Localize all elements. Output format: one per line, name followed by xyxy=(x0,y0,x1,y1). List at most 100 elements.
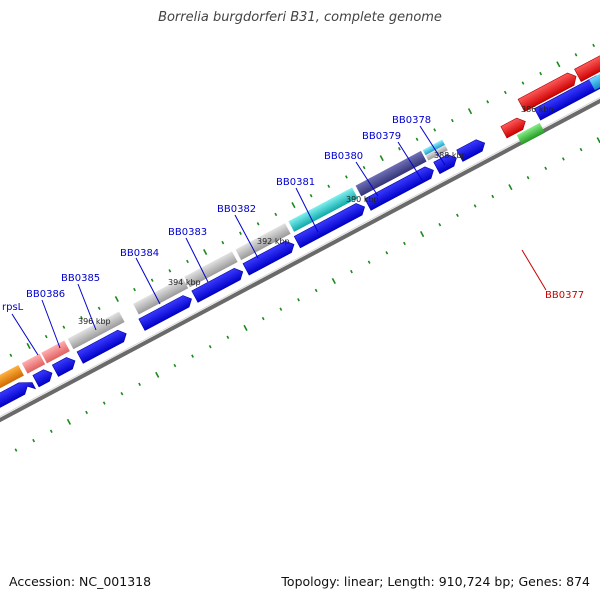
leader-line xyxy=(135,257,161,305)
scale-tick xyxy=(456,213,459,217)
scale-tick xyxy=(415,137,419,142)
accession-text: Accession: NC_001318 xyxy=(9,574,152,589)
scale-tick xyxy=(186,259,189,264)
scale-tick xyxy=(508,184,513,191)
cds-arrow[interactable] xyxy=(242,238,297,276)
scale-tick xyxy=(44,334,48,339)
gene-label-bb0379[interactable]: BB0379 xyxy=(362,131,401,142)
scale-tick xyxy=(97,306,101,311)
cds-arrow[interactable] xyxy=(51,355,78,377)
gene-label-bb0377[interactable]: BB0377 xyxy=(545,290,584,301)
scale-tick xyxy=(486,100,490,104)
gene-block-bb0380[interactable] xyxy=(355,150,427,197)
leader-line xyxy=(295,187,319,233)
gene-label-bb0380[interactable]: BB0380 xyxy=(324,151,363,162)
gene-block-rpsl[interactable] xyxy=(21,353,46,374)
gene-label-bb0382[interactable]: BB0382 xyxy=(217,204,256,215)
gene-row xyxy=(0,56,600,410)
scale-tick xyxy=(331,277,336,285)
scale-tick xyxy=(314,288,318,293)
map-title: Borrelia burgdorferi B31, complete genom… xyxy=(158,10,442,25)
scale-tick xyxy=(168,269,172,273)
cds-arrow[interactable] xyxy=(138,293,195,331)
scale-tick xyxy=(309,193,313,198)
scale-tick xyxy=(385,251,389,255)
red-features xyxy=(500,51,600,139)
scale-tick xyxy=(503,90,507,95)
scale-label: 394 kbp xyxy=(168,278,201,287)
red-feature[interactable] xyxy=(574,51,600,82)
cds-arrow[interactable] xyxy=(533,73,600,121)
cds-arrow[interactable] xyxy=(364,164,436,211)
cds-arrow[interactable] xyxy=(293,201,367,249)
scale-tick xyxy=(367,260,371,264)
gene-block-bb0381[interactable] xyxy=(288,187,358,232)
upper-scale-ticks xyxy=(9,43,596,358)
gene-label-bb0385[interactable]: BB0385 xyxy=(61,273,100,284)
scale-tick xyxy=(291,202,296,209)
leader-line xyxy=(185,237,209,283)
scale-tick xyxy=(114,295,119,302)
scale-tick xyxy=(539,71,543,76)
scale-tick xyxy=(556,61,561,68)
gene-block-bb0382[interactable] xyxy=(235,223,291,261)
cds-arrow[interactable] xyxy=(32,367,55,388)
gene-block-bb0384[interactable] xyxy=(133,277,189,315)
scale-tick xyxy=(491,194,495,199)
scale-tick xyxy=(561,157,565,161)
scale-tick xyxy=(592,43,596,48)
scale-tick xyxy=(526,176,530,180)
scale-tick xyxy=(155,371,160,378)
scale-label: 390 kbp xyxy=(346,195,379,204)
leader-line xyxy=(77,283,97,331)
gene-block-orange[interactable] xyxy=(0,364,24,410)
scale-tick xyxy=(473,204,477,208)
gene-label-bb0384[interactable]: BB0384 xyxy=(120,248,159,259)
cds-arrow[interactable] xyxy=(76,327,129,364)
gene-label-bb0381[interactable]: BB0381 xyxy=(276,177,315,188)
gene-block-bb0377[interactable] xyxy=(516,122,545,145)
scale-tick xyxy=(544,166,548,171)
scale-tick xyxy=(80,316,83,320)
scale-label: 396 kbp xyxy=(78,317,111,326)
scale-tick xyxy=(521,81,525,85)
scale-tick xyxy=(261,316,265,321)
red-feature[interactable] xyxy=(517,70,579,113)
cds-arrow[interactable] xyxy=(433,152,460,175)
scale-tick xyxy=(14,448,18,452)
scale-tick xyxy=(420,231,425,238)
genome-summary-text: Topology: linear; Length: 910,724 bp; Ge… xyxy=(281,574,590,589)
scale-tick xyxy=(62,325,66,329)
scale-tick xyxy=(450,118,454,123)
scale-tick xyxy=(256,222,260,226)
gene-label-bb0386[interactable]: BB0386 xyxy=(26,289,65,300)
cds-arrow[interactable] xyxy=(0,377,37,425)
scale-tick xyxy=(102,401,106,405)
scale-tick xyxy=(397,147,401,151)
leader-line xyxy=(419,125,446,166)
scale-tick xyxy=(138,382,141,386)
scale-tick xyxy=(239,231,242,235)
feature-track xyxy=(0,43,600,452)
gene-label-rpsl[interactable]: rpsL xyxy=(2,302,24,313)
scale-tick xyxy=(66,418,72,425)
gene-block-bb0385[interactable] xyxy=(67,311,125,350)
scale-tick xyxy=(243,324,248,331)
gene-label-bb0383[interactable]: BB0383 xyxy=(168,227,207,238)
gene-labels: BB0378 BB0379 BB0380 BB0381 BB0382 BB038… xyxy=(2,115,584,313)
scale-tick xyxy=(574,53,578,57)
leader-line xyxy=(355,161,379,197)
cds-arrow[interactable] xyxy=(456,137,488,162)
gene-block-bb0386[interactable] xyxy=(41,340,70,364)
cds-arrow[interactable] xyxy=(191,265,246,303)
scale-tick xyxy=(279,307,283,311)
leader-line xyxy=(521,249,547,291)
scale-tick xyxy=(345,175,348,179)
scale-tick xyxy=(120,391,124,396)
cds-row xyxy=(0,73,600,425)
gene-label-bb0378[interactable]: BB0378 xyxy=(392,115,431,126)
red-feature[interactable] xyxy=(500,115,528,139)
gene-block-bb0383[interactable] xyxy=(184,251,238,288)
